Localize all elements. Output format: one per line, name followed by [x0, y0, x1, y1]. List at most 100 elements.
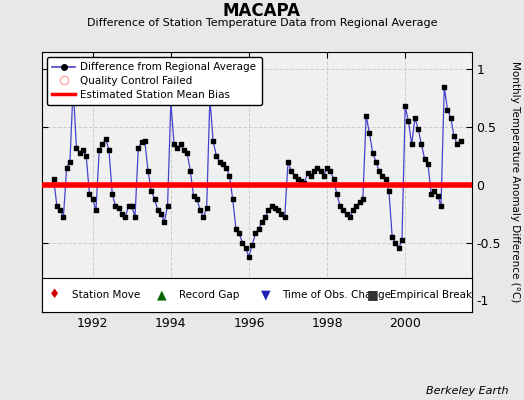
Point [408, 141, 416, 148]
Point [417, 141, 425, 148]
Point [450, 133, 458, 140]
Y-axis label: Monthly Temperature Anomaly Difference (°C): Monthly Temperature Anomaly Difference (… [510, 61, 520, 303]
Text: Station Move: Station Move [72, 290, 140, 300]
Point [222, 164, 231, 171]
Point [433, 193, 442, 200]
Point [140, 138, 149, 144]
Point [131, 214, 139, 220]
Point [320, 172, 328, 179]
Text: Difference of Station Temperature Data from Regional Average: Difference of Station Temperature Data f… [87, 18, 437, 28]
Point [59, 214, 68, 220]
Point [206, 95, 214, 102]
Point [375, 168, 384, 174]
Point [258, 219, 266, 225]
Point [167, 98, 175, 105]
Point [395, 245, 403, 252]
Point [339, 207, 347, 214]
Point [115, 205, 123, 211]
Point [137, 139, 146, 145]
Point [271, 205, 279, 211]
Point [456, 138, 465, 144]
Point [388, 234, 396, 240]
Point [215, 158, 224, 165]
Point [330, 176, 338, 182]
Point [212, 153, 221, 159]
Point [252, 230, 260, 237]
Point [277, 210, 286, 217]
Point [326, 168, 334, 174]
Point [404, 118, 412, 124]
Point [242, 245, 250, 252]
Point [446, 115, 455, 121]
Point [196, 207, 204, 214]
Text: Berkeley Earth: Berkeley Earth [426, 386, 508, 396]
Point [82, 153, 90, 159]
Text: ♦: ♦ [49, 288, 60, 302]
Text: ▼: ▼ [260, 288, 270, 302]
Point [264, 207, 272, 214]
Point [414, 126, 422, 133]
Point [75, 149, 84, 156]
Point [293, 176, 302, 182]
Point [346, 214, 354, 220]
Point [424, 161, 432, 167]
Point [163, 202, 172, 209]
Point [268, 202, 276, 209]
Point [284, 158, 292, 165]
Point [352, 202, 361, 209]
Point [232, 226, 240, 232]
Point [245, 253, 253, 260]
Point [443, 106, 452, 113]
Point [280, 214, 289, 220]
Point [323, 164, 331, 171]
Point [121, 214, 129, 220]
Point [228, 196, 237, 202]
Point [355, 199, 364, 206]
Point [378, 172, 387, 179]
Point [440, 84, 449, 90]
Point [183, 149, 191, 156]
Text: Record Gap: Record Gap [179, 290, 240, 300]
Point [261, 214, 269, 220]
Point [310, 168, 318, 174]
Point [255, 226, 263, 232]
Point [69, 84, 78, 90]
Text: Empirical Break: Empirical Break [390, 290, 472, 300]
Point [189, 193, 198, 200]
Point [235, 230, 243, 237]
Text: Time of Obs. Change: Time of Obs. Change [282, 290, 391, 300]
Point [391, 240, 400, 246]
Point [72, 145, 81, 151]
Point [362, 112, 370, 119]
Point [85, 191, 94, 197]
Point [381, 176, 390, 182]
Point [297, 178, 305, 185]
Point [66, 158, 74, 165]
Point [225, 172, 234, 179]
Point [274, 207, 282, 214]
Point [437, 202, 445, 209]
Point [359, 196, 367, 202]
Point [333, 191, 341, 197]
Point [421, 156, 429, 163]
Point [111, 202, 119, 209]
Point [290, 172, 299, 179]
Point [127, 202, 136, 209]
Point [430, 188, 439, 194]
Point [313, 164, 322, 171]
Point [453, 141, 462, 148]
Point [180, 147, 188, 154]
Point [134, 145, 143, 151]
Point [336, 202, 344, 209]
Point [160, 219, 169, 225]
Point [342, 210, 351, 217]
Text: MACAPA: MACAPA [223, 2, 301, 20]
Point [199, 214, 208, 220]
Point [147, 188, 156, 194]
Point [427, 191, 435, 197]
Point [316, 168, 325, 174]
Point [401, 103, 409, 110]
Point [202, 205, 211, 211]
Point [398, 237, 406, 244]
Point [62, 164, 71, 171]
